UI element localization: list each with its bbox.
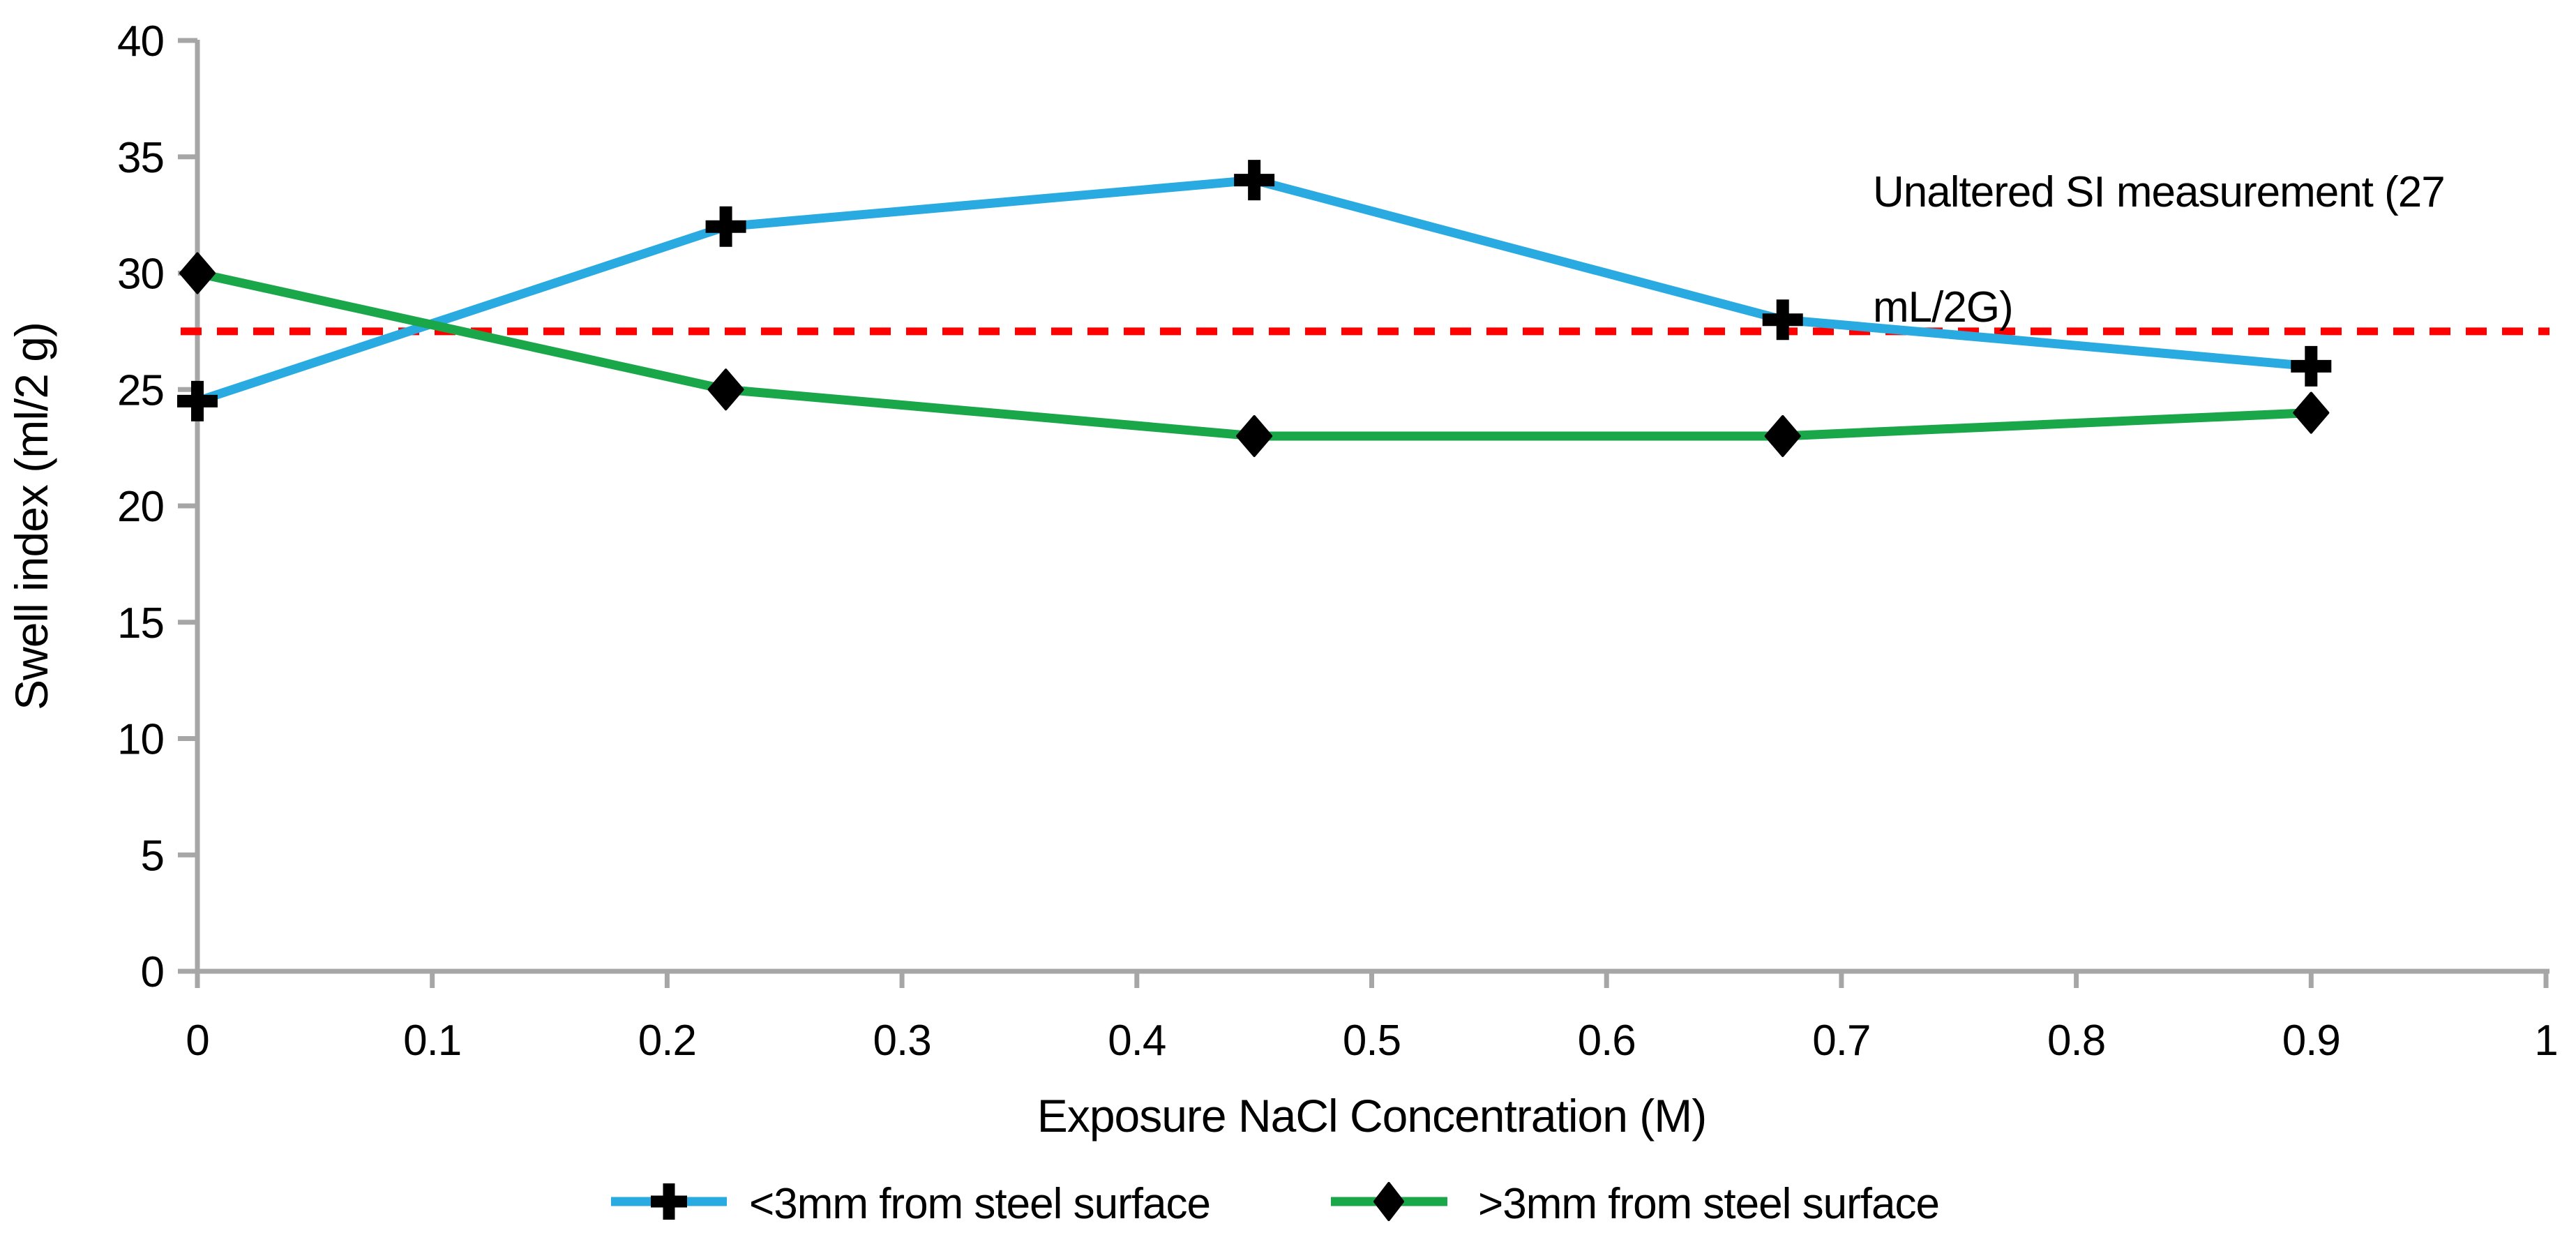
y-tick-label-10: 10 [117, 716, 164, 764]
data-point-diamond-0 [179, 252, 216, 294]
x-tick-label-0.9: 0.9 [2282, 1017, 2340, 1065]
legend-label-gt3mm: >3mm from steel surface [1478, 1180, 1939, 1228]
y-tick-label-5: 5 [141, 832, 164, 880]
y-tick-label-30: 30 [117, 250, 164, 299]
y-tick-label-25: 25 [117, 366, 164, 414]
series-lt3mm [177, 160, 2332, 421]
x-tick-label-0.2: 0.2 [638, 1017, 696, 1065]
legend-item-lt3mm: <3mm from steel surface [611, 1180, 1211, 1228]
y-axis-title: Swell index (ml/2 g) [6, 322, 57, 710]
annotation-line-1: Unaltered SI measurement (27 [1873, 168, 2445, 216]
data-point-plus-3 [1762, 299, 1803, 341]
y-tick-label-15: 15 [117, 599, 164, 648]
y-tick-label-35: 35 [117, 134, 164, 182]
x-tick-label-0.6: 0.6 [1578, 1017, 1636, 1065]
legend-plus-icon [651, 1183, 687, 1220]
x-tick-label-0.7: 0.7 [1812, 1017, 1870, 1065]
x-tick-label-0.3: 0.3 [873, 1017, 931, 1065]
legend: <3mm from steel surface >3mm from steel s… [611, 1180, 1940, 1228]
annotation-line-2: mL/2G) [1873, 283, 2013, 331]
legend-diamond-icon [1373, 1182, 1404, 1221]
legend-label-lt3mm: <3mm from steel surface [749, 1180, 1210, 1228]
y-tick-label-0: 0 [141, 948, 164, 996]
x-tick-label-1: 1 [2534, 1017, 2557, 1065]
data-point-diamond-3 [1764, 414, 1801, 457]
y-ticks: 0 5 10 15 20 25 30 35 40 [117, 17, 197, 996]
x-tick-label-0.4: 0.4 [1108, 1017, 1166, 1065]
y-tick-label-40: 40 [117, 17, 164, 66]
x-tick-label-0: 0 [186, 1017, 209, 1065]
data-point-diamond-2 [1236, 414, 1273, 457]
series-gt3mm [179, 252, 2330, 457]
x-tick-label-0.8: 0.8 [2047, 1017, 2105, 1065]
x-axis-title: Exposure NaCl Concentration (M) [1037, 1090, 1706, 1142]
data-point-diamond-4 [2293, 391, 2330, 434]
data-point-plus-1 [705, 206, 746, 247]
x-ticks: 0 0.1 0.2 0.3 0.4 0.5 0.6 0.7 0.8 0.9 1 [186, 971, 2559, 1065]
legend-item-gt3mm: >3mm from steel surface [1331, 1180, 1940, 1228]
x-tick-label-0.5: 0.5 [1343, 1017, 1401, 1065]
data-point-plus-2 [1234, 160, 1275, 201]
data-point-plus-4 [2291, 345, 2332, 387]
data-point-plus-0 [177, 380, 218, 421]
data-point-diamond-1 [707, 368, 744, 411]
reference-line-annotation: Unaltered SI measurement (27 mL/2G) [1873, 168, 2446, 331]
x-tick-label-0.1: 0.1 [403, 1017, 461, 1065]
y-tick-label-20: 20 [117, 483, 164, 531]
